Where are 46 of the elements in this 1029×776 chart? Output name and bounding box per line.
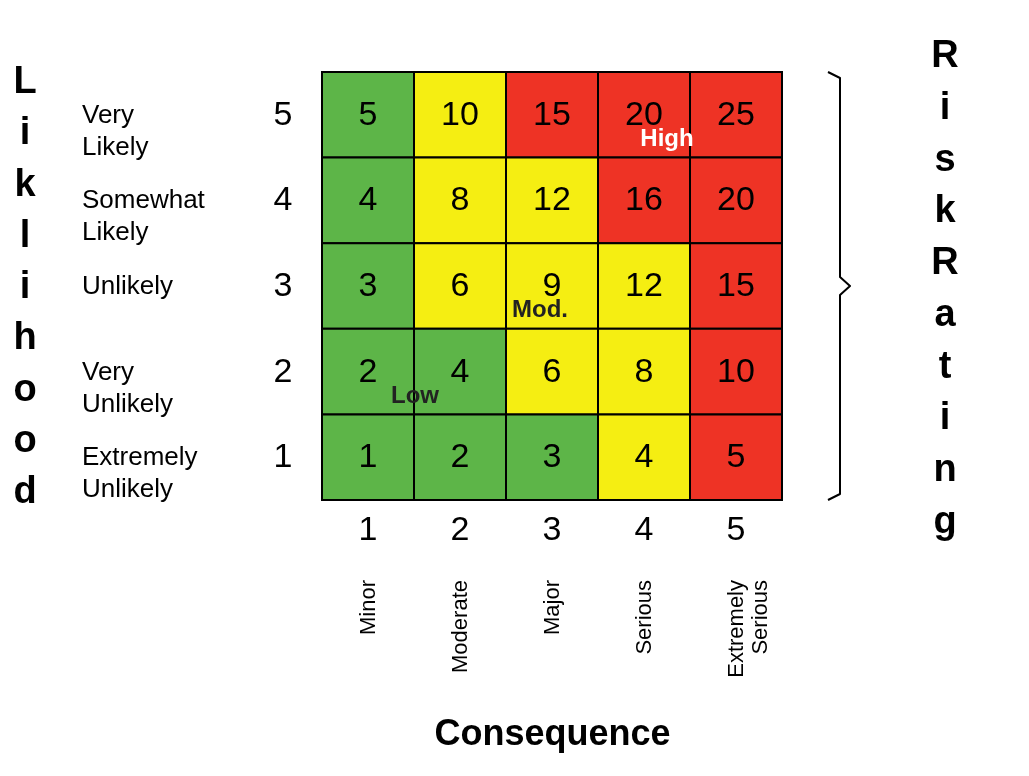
data-label: 16 <box>625 179 663 218</box>
data-label: 3 <box>358 265 378 303</box>
data-label: 15 <box>533 93 571 132</box>
x-tick-label: 5 <box>726 508 746 547</box>
data-label: 4 <box>358 179 378 218</box>
y2-tick-label: Very Likely <box>82 98 149 161</box>
y2-tick-label: Very Unlikely <box>82 355 174 418</box>
data-label: 10 <box>717 350 755 389</box>
text: Moderate <box>447 580 472 673</box>
data-label: 4 <box>634 436 654 475</box>
data-label: 5 <box>726 436 746 475</box>
y-tick-label: 4 <box>273 179 293 218</box>
data-label: 12 <box>533 179 571 218</box>
x-tick-label: 2 <box>450 508 470 547</box>
data-label: 20 <box>717 179 755 218</box>
y-tick-label: 2 <box>273 350 293 389</box>
text: Liklihood <box>13 59 37 511</box>
data-label: 15 <box>717 265 755 303</box>
data-label: 4 <box>450 350 470 389</box>
data-label: 10 <box>441 93 479 132</box>
data-label: 25 <box>717 93 755 132</box>
text: Serious <box>631 580 656 655</box>
text: Minor <box>355 580 380 636</box>
data-label: 8 <box>634 350 654 389</box>
text: Extremely Serious <box>723 580 772 678</box>
text: Major <box>539 580 564 636</box>
x-tick-label: 4 <box>634 508 654 547</box>
y-tick-label: 5 <box>273 93 293 132</box>
data-label: 6 <box>542 350 562 389</box>
data-label: 8 <box>450 179 470 218</box>
data-label: 2 <box>358 350 378 389</box>
text: Risk Rating <box>931 33 959 541</box>
data-label: 2 <box>450 436 470 475</box>
data-label: 3 <box>542 436 562 475</box>
y2-tick-label: Unlikely <box>82 270 174 300</box>
data-label: 6 <box>450 265 470 303</box>
data-label: 5 <box>358 93 378 132</box>
x-axis-title: Consequence <box>434 711 671 753</box>
data-label: 1 <box>358 436 378 475</box>
y2-tick-label: Somewhat Likely <box>82 184 206 247</box>
data-label: 12 <box>625 265 663 303</box>
y-tick-label: 1 <box>273 436 293 475</box>
y2-tick-label: Extremely Unlikely <box>82 441 198 504</box>
y-tick-label: 3 <box>273 265 293 303</box>
x-tick-label: 3 <box>542 508 562 547</box>
x-tick-label: 1 <box>358 508 378 547</box>
